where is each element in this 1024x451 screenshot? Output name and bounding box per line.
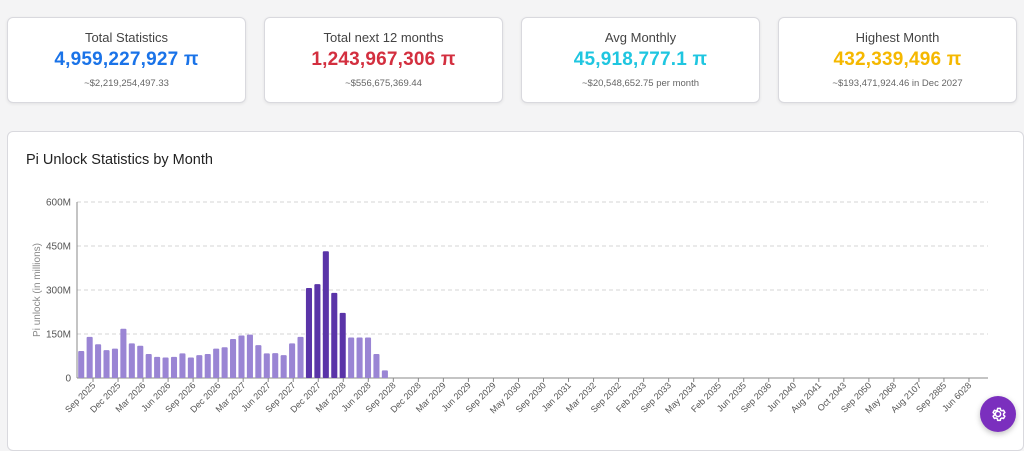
card-title: Total Statistics: [84, 30, 169, 45]
bar: [204, 353, 211, 378]
chart-panel: Pi Unlock Statistics by Month 0 150M 300M 4…: [7, 131, 1024, 451]
card-value: 45,918,777.1 π: [573, 49, 708, 70]
bar: [221, 347, 228, 378]
bar: [95, 344, 102, 378]
card-subtext: ~$193,471,924.46 in Dec 2027: [832, 78, 963, 89]
y-tick-label: 600M: [46, 198, 71, 209]
bar: [339, 312, 346, 378]
bar: [356, 337, 363, 378]
chart-title: Pi Unlock Statistics by Month: [26, 152, 213, 168]
bar: [348, 337, 355, 378]
bar: [137, 345, 144, 378]
bar: [331, 292, 338, 378]
bar: [280, 355, 287, 378]
bar: [120, 328, 127, 378]
bar: [213, 348, 220, 378]
bar: [86, 336, 93, 378]
y-tick-label: 300M: [46, 286, 71, 297]
bar: [289, 343, 296, 378]
bar: [145, 353, 152, 378]
bar: [179, 353, 186, 378]
card-subtext: ~$2,219,254,497.33: [84, 78, 169, 89]
card-title: Highest Month: [855, 30, 940, 45]
card-avg-monthly: Avg Monthly 45,918,777.1 π ~$20,548,652.…: [521, 17, 760, 103]
bar: [170, 356, 178, 378]
gear-icon: [992, 407, 1006, 422]
bar: [263, 353, 270, 378]
monthly-unlock-chart: 0 150M 300M 450M 600M Pi unlock (in millions)…: [32, 198, 988, 415]
settings-button[interactable]: [980, 396, 1016, 432]
y-tick-label: 0: [65, 374, 71, 385]
card-title: Avg Monthly: [604, 30, 677, 45]
bar: [381, 370, 388, 378]
bar: [364, 337, 372, 378]
bar: [246, 334, 253, 378]
stat-cards: Total Statistics 4,959,227,927 π ~$2,219…: [7, 17, 1017, 103]
card-total-statistics: Total Statistics 4,959,227,927 π ~$2,219…: [7, 17, 246, 103]
bar: [297, 336, 304, 378]
bar: [373, 353, 380, 378]
bar: [78, 351, 85, 378]
card-highest-month: Highest Month 432,339,496 π ~$193,471,92…: [778, 17, 1017, 103]
bar: [238, 335, 245, 378]
bar: [322, 251, 329, 378]
bar: [272, 353, 279, 378]
bar: [230, 338, 237, 378]
card-total-next-12-months: Total next 12 months 1,243,967,306 π ~$5…: [264, 17, 503, 103]
bar: [128, 343, 135, 378]
bar: [187, 357, 194, 378]
card-subtext: ~$20,548,652.75 per month: [582, 78, 699, 89]
bar: [196, 355, 203, 378]
card-value: 4,959,227,927 π: [54, 49, 199, 70]
y-tick-label: 450M: [46, 242, 71, 253]
card-value: 432,339,496 π: [833, 49, 962, 70]
card-value: 1,243,967,306 π: [311, 49, 456, 70]
bar: [154, 356, 161, 378]
bar: [255, 345, 262, 378]
bar: [111, 348, 118, 378]
card-title: Total next 12 months: [323, 30, 444, 45]
y-tick-label: 150M: [46, 330, 71, 341]
bar: [305, 287, 313, 378]
y-axis-label: Pi unlock (in millions): [32, 243, 43, 337]
bar: [314, 284, 321, 378]
bar: [103, 350, 110, 378]
card-subtext: ~$556,675,369.44: [345, 78, 422, 89]
bar: [162, 357, 169, 378]
